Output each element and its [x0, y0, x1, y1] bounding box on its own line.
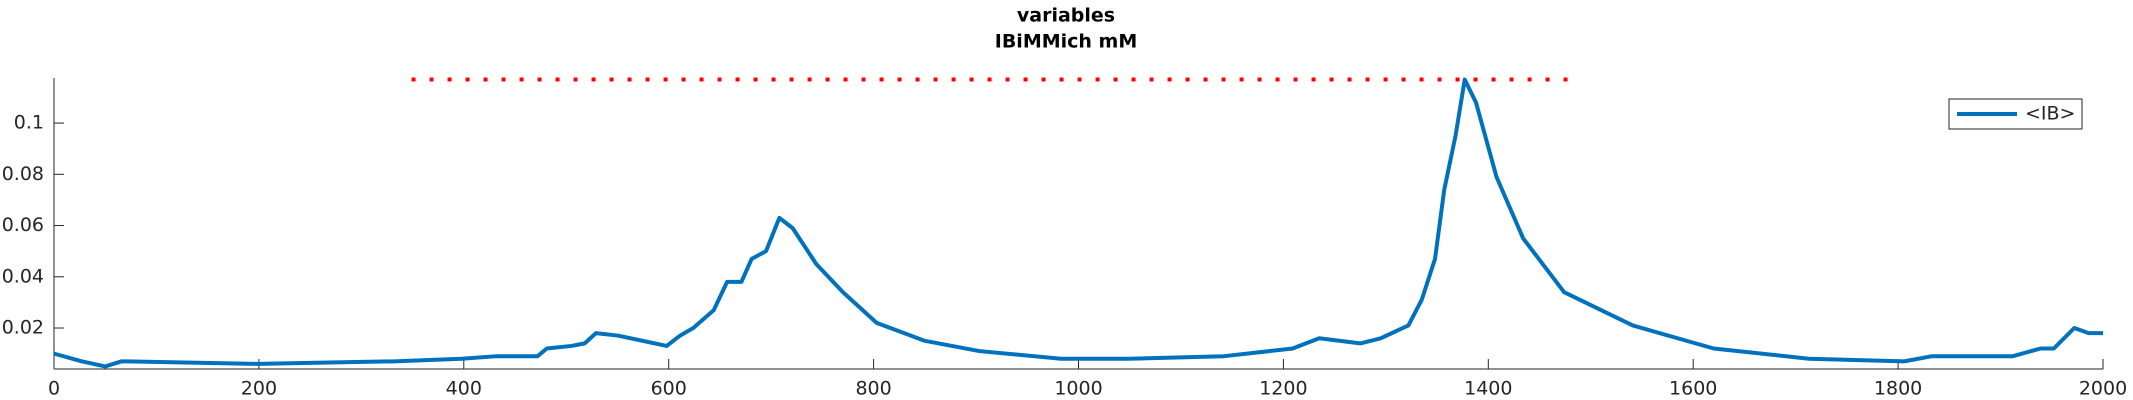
x-tick-label: 400 — [446, 378, 482, 400]
x-tick-label: 1800 — [1874, 378, 1922, 400]
x-tick-label: 600 — [651, 378, 687, 400]
x-tick-label: 200 — [241, 378, 277, 400]
x-tick-label: 2000 — [2079, 378, 2127, 400]
y-tick-label: 0.04 — [2, 265, 44, 287]
y-tick-label: 0.02 — [2, 317, 44, 339]
x-tick-label: 1200 — [1259, 378, 1307, 400]
x-tick-label: 0 — [48, 378, 60, 400]
y-tick-label: 0.06 — [2, 214, 44, 236]
x-tick-label: 1000 — [1054, 378, 1102, 400]
x-tick-label: 800 — [855, 378, 891, 400]
x-tick-label: 1600 — [1669, 378, 1717, 400]
chart-title: variables — [1017, 5, 1115, 27]
chart-subtitle: IBiMMich mM — [995, 31, 1138, 53]
y-tick-label: 0.1 — [14, 112, 44, 134]
legend-label: <IB> — [2025, 103, 2075, 125]
data-line — [53, 77, 2103, 369]
y-tick-label: 0.08 — [2, 163, 44, 185]
x-tick-label: 1400 — [1464, 378, 1512, 400]
